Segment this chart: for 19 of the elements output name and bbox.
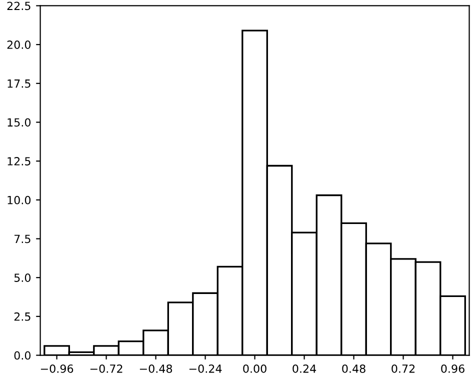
x-tick-label: −0.24 <box>189 364 222 373</box>
y-tick-label: 10.0 <box>8 196 31 204</box>
y-tick-label: 2.5 <box>14 312 30 321</box>
x-tick-label: −0.48 <box>140 364 172 373</box>
y-tick-label: 12.5 <box>8 157 30 166</box>
x-tick-label: −0.96 <box>40 364 74 373</box>
y-tick-label: 0.0 <box>14 351 31 360</box>
y-tick-label: 7.5 <box>14 234 30 244</box>
y-tick-label: 20.0 <box>7 40 31 49</box>
x-tick-label: 0.72 <box>392 364 415 373</box>
x-tick-label: 0.00 <box>243 364 266 373</box>
y-tick-label: 22.5 <box>7 2 30 10</box>
y-tick-label: 5.0 <box>14 274 31 282</box>
x-tick-label: 0.48 <box>342 364 366 373</box>
x-tick-label: 0.96 <box>441 364 464 373</box>
x-tick-label: −0.72 <box>90 364 122 373</box>
x-tick-label: 0.24 <box>292 364 316 373</box>
y-tick-label: 17.5 <box>8 80 30 88</box>
y-tick-label: 15.0 <box>8 118 31 127</box>
